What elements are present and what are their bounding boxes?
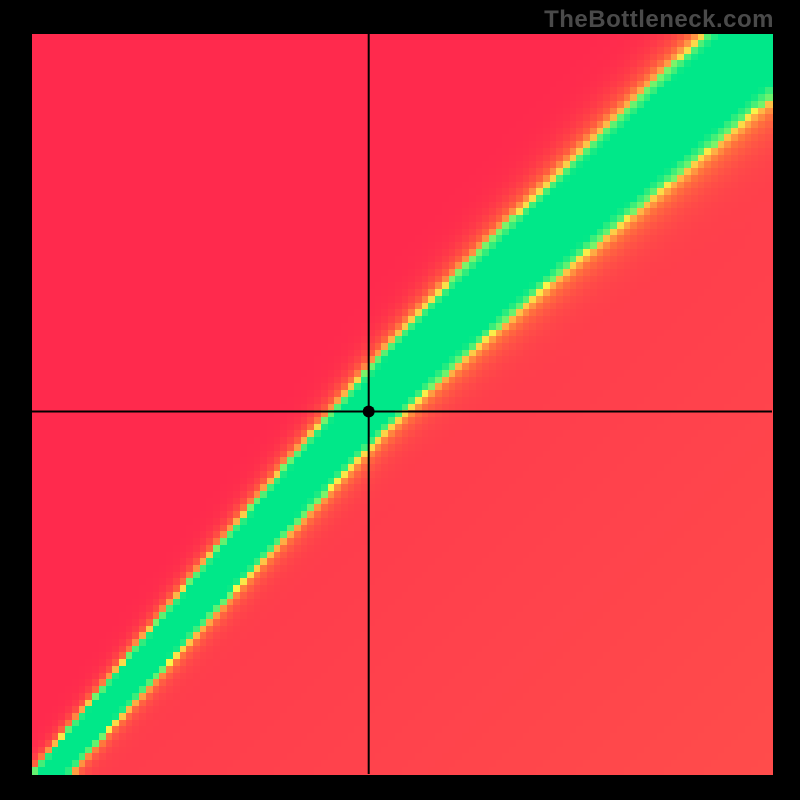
- watermark-text: TheBottleneck.com: [544, 6, 774, 34]
- bottleneck-heatmap-canvas: [0, 0, 800, 800]
- chart-container: TheBottleneck.com: [0, 0, 800, 800]
